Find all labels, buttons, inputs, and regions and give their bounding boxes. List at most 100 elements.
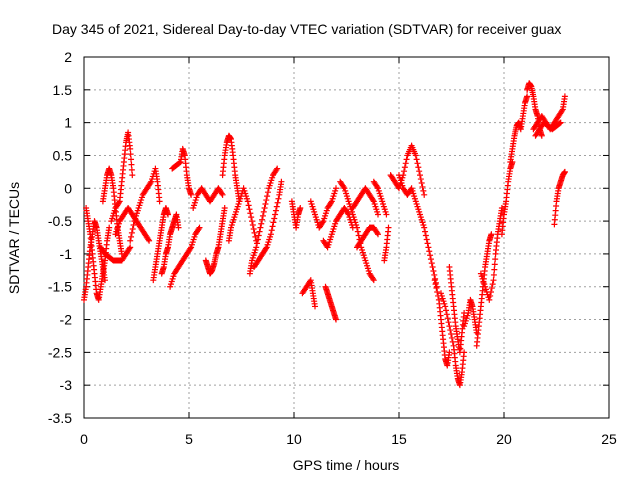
data-point: [430, 267, 437, 274]
data-point: [325, 241, 332, 248]
data-point: [427, 252, 434, 259]
data-point: [381, 206, 388, 213]
data-point: [261, 204, 268, 211]
data-point: [167, 281, 174, 288]
data-point: [446, 323, 453, 330]
y-axis-label: SDTVAR / TECUs: [6, 182, 22, 294]
data-point: [251, 249, 258, 256]
data-point: [426, 248, 433, 255]
data-point: [278, 178, 285, 185]
data-point: [417, 172, 423, 179]
data-point: [524, 93, 531, 100]
data-point: [310, 206, 317, 213]
data-point: [314, 219, 321, 226]
data-point: [488, 231, 495, 238]
data-point: [297, 204, 304, 211]
data-point: [254, 236, 261, 243]
data-point: [149, 176, 156, 183]
data-point: [255, 232, 262, 239]
data-point: [135, 204, 142, 211]
data-point: [403, 156, 410, 163]
y-tick-label: -0.5: [48, 213, 72, 229]
data-point: [443, 307, 450, 314]
data-point: [319, 219, 326, 226]
data-point: [415, 164, 422, 171]
data-point: [478, 273, 485, 280]
data-point: [275, 195, 282, 202]
data-point: [417, 211, 423, 218]
data-point: [421, 191, 428, 198]
data-point: [106, 224, 113, 231]
data-point: [446, 349, 453, 356]
data-point: [168, 278, 175, 285]
data-point: [102, 277, 108, 284]
data-point: [191, 199, 198, 206]
data-point: [228, 222, 235, 229]
data-point: [487, 292, 494, 299]
data-point: [240, 185, 247, 192]
data-point: [423, 236, 430, 243]
data-point: [333, 316, 339, 323]
data-point: [193, 194, 200, 201]
data-point: [243, 195, 250, 202]
data-point: [416, 168, 423, 175]
data-point: [233, 206, 240, 213]
data-point: [434, 288, 441, 295]
data-point: [266, 236, 273, 243]
data-point: [262, 201, 269, 208]
data-point: [447, 327, 454, 334]
data-point: [249, 257, 255, 264]
data-point: [274, 165, 281, 172]
data-point: [230, 216, 237, 223]
data-point: [254, 240, 261, 247]
data-point: [233, 208, 240, 215]
data-point: [424, 240, 431, 247]
data-point: [221, 204, 228, 211]
data-point: [127, 145, 134, 152]
data-point: [327, 199, 334, 206]
data-point: [114, 225, 121, 232]
data-point: [326, 239, 333, 246]
data-point: [412, 198, 419, 205]
x-tick-label: 20: [496, 431, 512, 447]
data-point: [498, 204, 505, 211]
data-point: [364, 262, 371, 269]
data-point: [428, 260, 435, 267]
data-point: [257, 224, 264, 231]
data-point: [264, 193, 271, 200]
data-point: [349, 211, 356, 218]
data-point: [132, 215, 139, 222]
data-point: [556, 120, 563, 127]
data-point: [108, 218, 115, 225]
data-point: [487, 288, 494, 295]
data-point: [378, 195, 385, 202]
data-point: [420, 222, 427, 229]
data-point: [331, 190, 338, 197]
data-point: [258, 220, 265, 227]
data-point: [352, 219, 359, 226]
data-point: [320, 218, 327, 225]
data-point: [351, 216, 358, 223]
data-point: [259, 212, 266, 219]
y-tick-label: 1.5: [53, 82, 73, 98]
data-point: [462, 317, 469, 324]
data-point: [365, 267, 372, 274]
data-point: [329, 228, 336, 235]
data-point: [441, 300, 448, 307]
data-point: [267, 231, 274, 238]
data-point: [410, 190, 417, 197]
data-point: [375, 211, 381, 218]
gridlines: [84, 57, 609, 418]
data-point: [375, 231, 381, 238]
data-point: [307, 198, 314, 205]
data-point: [176, 159, 183, 166]
data-point: [361, 254, 368, 261]
data-point: [306, 278, 313, 285]
data-point: [402, 160, 409, 167]
data-point: [188, 191, 195, 198]
data-point: [129, 172, 136, 179]
data-point: [414, 160, 421, 167]
data-point: [260, 208, 267, 215]
data-point: [461, 323, 468, 330]
data-point: [330, 193, 337, 200]
